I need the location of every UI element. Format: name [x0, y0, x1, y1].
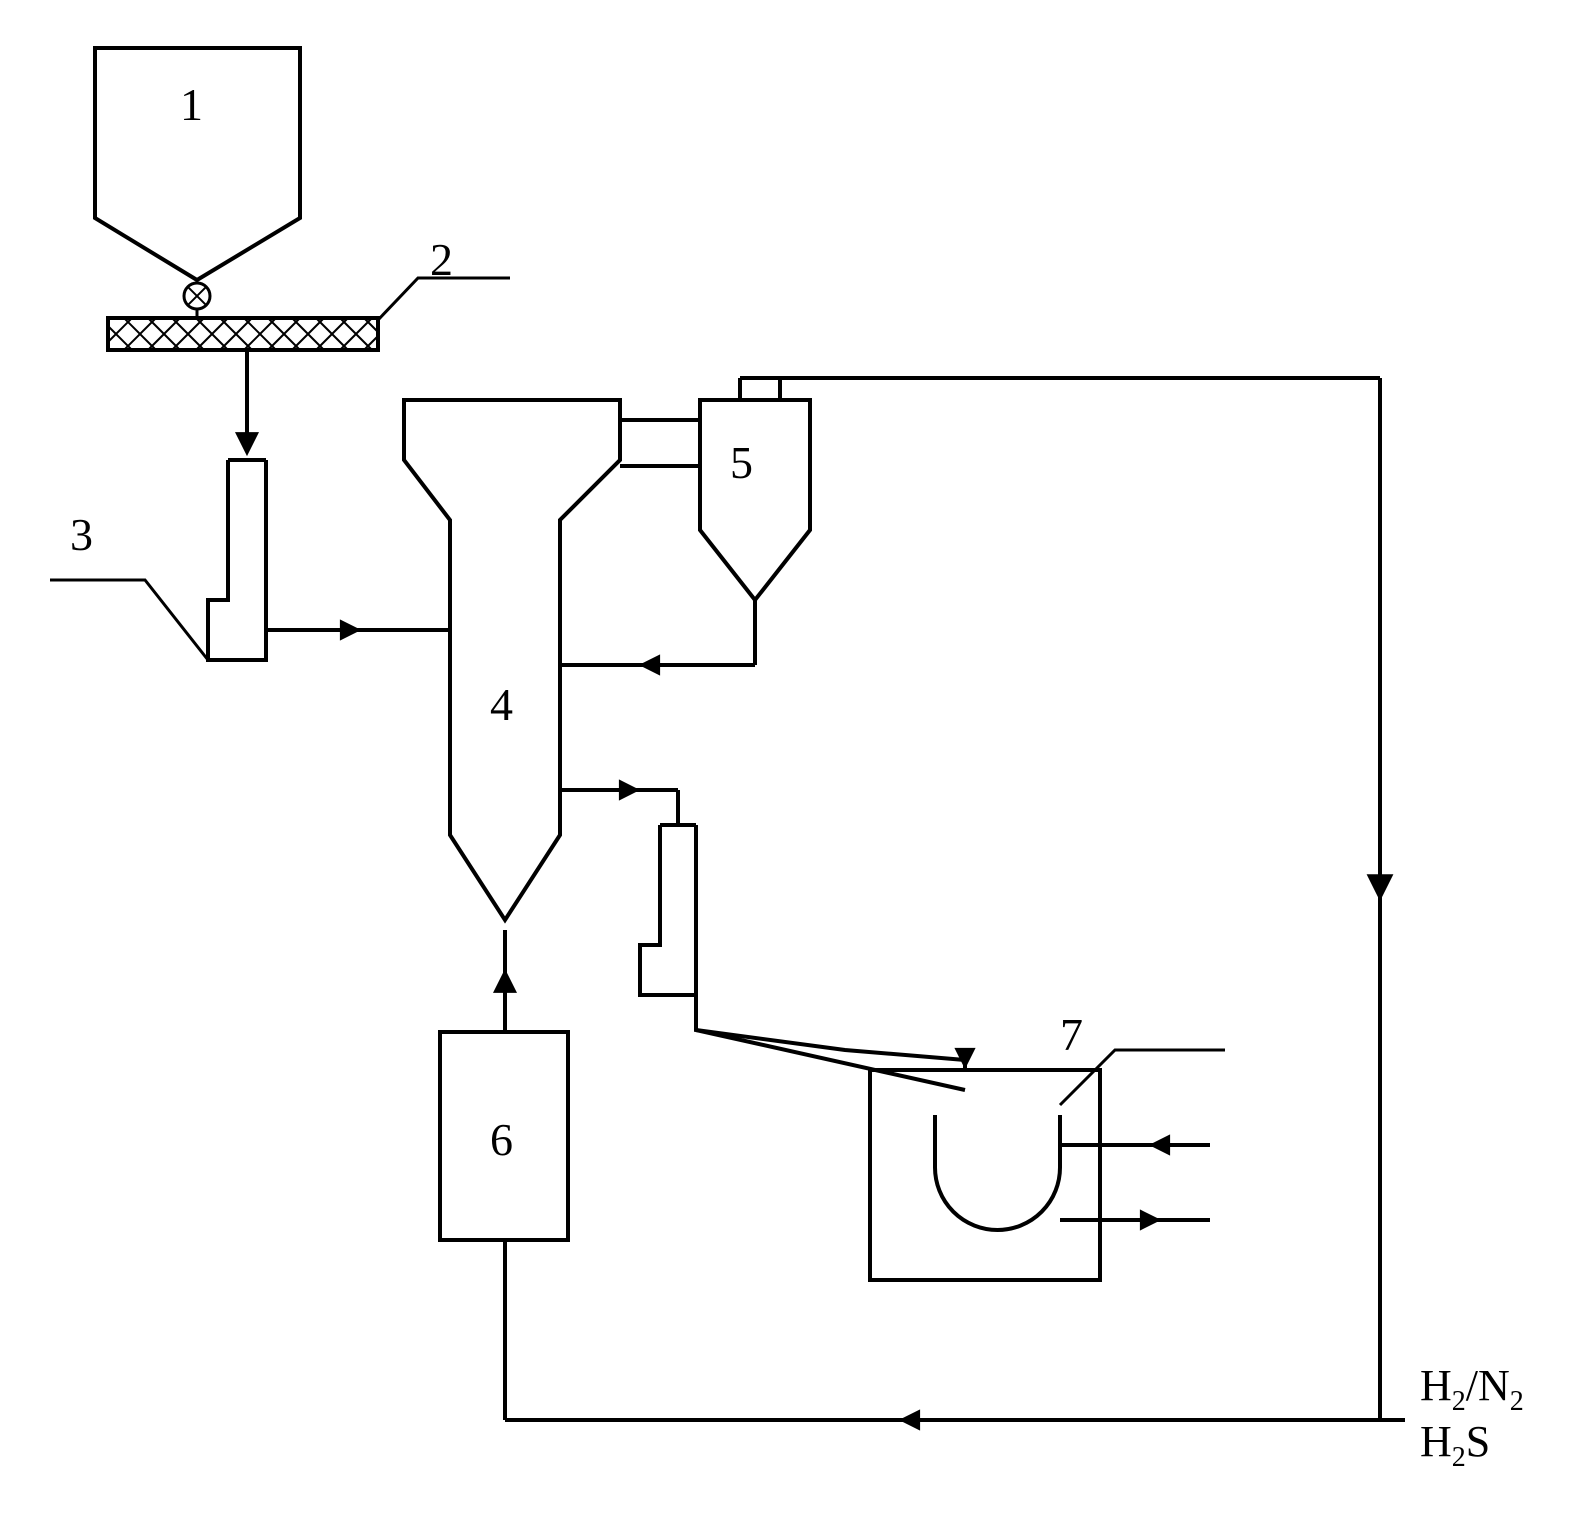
svg-text:4: 4 — [490, 679, 513, 730]
trap — [640, 825, 696, 995]
svg-text:6: 6 — [490, 1114, 513, 1165]
svg-text:7: 7 — [1060, 1009, 1083, 1060]
svg-text:1: 1 — [180, 79, 203, 130]
svg-text:3: 3 — [70, 509, 93, 560]
conveyor-2 — [108, 318, 378, 350]
cyclone-5 — [700, 400, 810, 600]
svg-text:5: 5 — [730, 437, 753, 488]
svg-text:2: 2 — [430, 234, 453, 285]
process-diagram: 1 2 3 4 5 6 7 H2/N2H2S — [0, 0, 1584, 1523]
feeder-3 — [208, 460, 266, 660]
gas-label-2: H2S — [1420, 1417, 1490, 1473]
reactor-4 — [404, 400, 620, 920]
gas-label-1: H2/N2 — [1420, 1361, 1524, 1417]
